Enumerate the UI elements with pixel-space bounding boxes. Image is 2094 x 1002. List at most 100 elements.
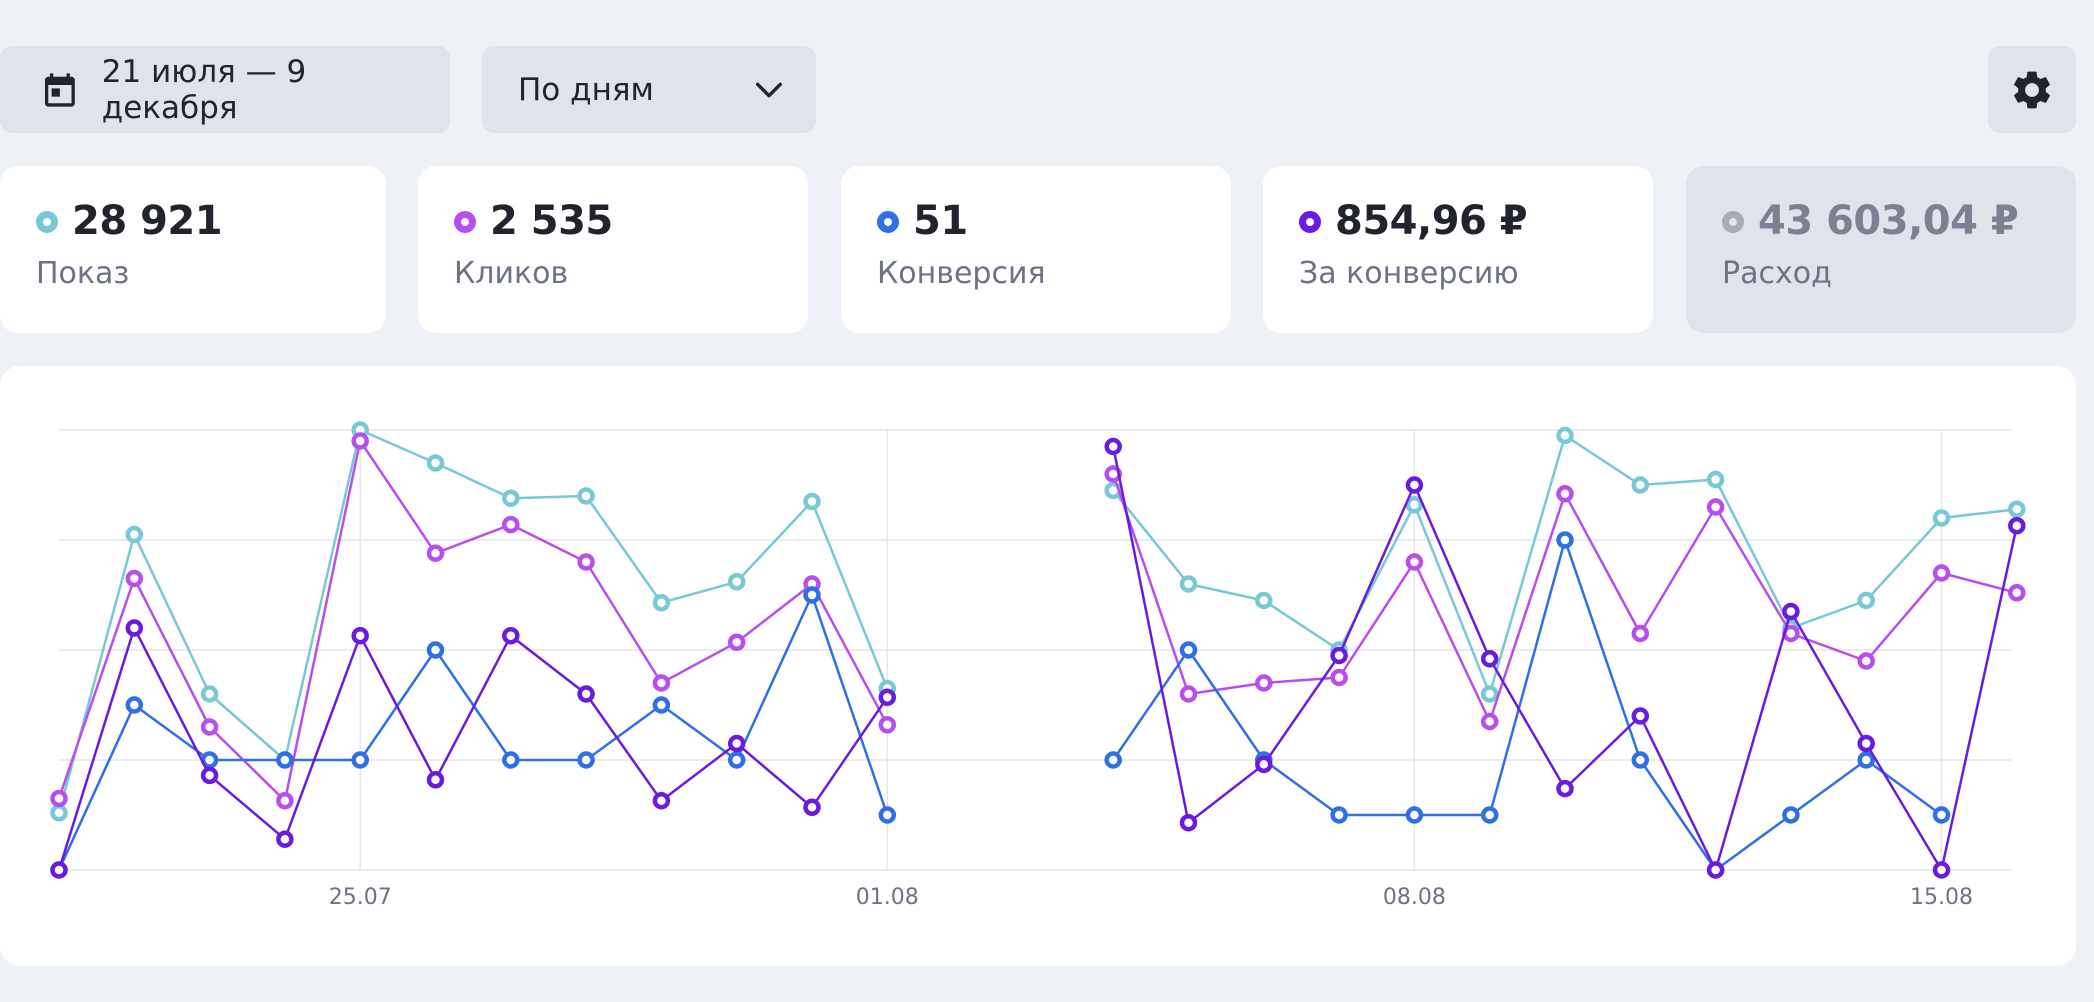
metric-card-1[interactable]: 2 535 Кликов bbox=[418, 166, 808, 333]
data-point bbox=[727, 734, 746, 753]
data-point bbox=[276, 751, 294, 769]
data-point bbox=[125, 619, 144, 637]
data-point bbox=[2008, 584, 2026, 602]
data-point bbox=[727, 573, 746, 591]
data-point bbox=[1706, 498, 1725, 516]
data-point bbox=[1857, 591, 1875, 610]
data-point bbox=[1179, 813, 1198, 832]
metric-card-3[interactable]: 854,96 ₽ За конверсию bbox=[1263, 166, 1653, 333]
series-toggle-icon bbox=[454, 211, 476, 233]
grouping-select[interactable]: По дням bbox=[482, 46, 816, 133]
data-point bbox=[1179, 641, 1198, 659]
data-point bbox=[125, 569, 144, 588]
data-point bbox=[502, 489, 520, 507]
data-point bbox=[1480, 650, 1499, 668]
data-point bbox=[2008, 500, 2026, 518]
data-point bbox=[502, 515, 520, 534]
metric-label: Кликов bbox=[454, 256, 569, 291]
data-point bbox=[351, 432, 369, 450]
data-point bbox=[426, 454, 445, 472]
data-point bbox=[1330, 646, 1348, 665]
gear-icon bbox=[2014, 71, 2050, 108]
x-tick-label: 15.08 bbox=[1910, 885, 1973, 910]
data-point bbox=[652, 674, 671, 692]
data-point bbox=[50, 789, 68, 808]
data-point bbox=[577, 751, 595, 769]
chevron-down-icon bbox=[755, 82, 783, 97]
series-line-3 bbox=[1111, 446, 2019, 872]
data-point bbox=[1631, 624, 1650, 643]
metric-label: Показ bbox=[36, 256, 130, 291]
data-point bbox=[1782, 602, 1800, 621]
data-point bbox=[276, 791, 294, 810]
data-point bbox=[1631, 707, 1650, 725]
data-point bbox=[803, 798, 821, 817]
data-point bbox=[2008, 516, 2026, 535]
data-point bbox=[1179, 685, 1198, 703]
data-point bbox=[502, 626, 520, 645]
metric-label: За конверсию bbox=[1299, 256, 1519, 291]
data-point bbox=[1556, 531, 1574, 549]
data-point bbox=[426, 771, 445, 789]
metric-label: Расход bbox=[1722, 256, 1832, 291]
data-point bbox=[1405, 496, 1424, 514]
data-point bbox=[1405, 806, 1424, 824]
series-toggle-icon bbox=[877, 211, 899, 233]
data-point bbox=[1556, 779, 1574, 798]
series-toggle-icon bbox=[1299, 211, 1321, 233]
data-point bbox=[426, 641, 445, 659]
data-point bbox=[125, 696, 144, 714]
data-point bbox=[1556, 426, 1574, 445]
data-point bbox=[1932, 861, 1951, 879]
data-point bbox=[1405, 476, 1424, 494]
data-point bbox=[1104, 751, 1122, 769]
series-toggle-icon bbox=[36, 211, 58, 233]
data-point bbox=[878, 716, 897, 734]
data-point bbox=[50, 804, 68, 822]
data-point bbox=[577, 685, 595, 703]
date-range-button[interactable]: 21 июля — 9 декабря bbox=[0, 46, 450, 133]
data-point bbox=[652, 791, 671, 810]
x-tick-label: 01.08 bbox=[856, 885, 919, 910]
data-point bbox=[803, 492, 821, 511]
line-chart: 25.07 01.08 08.08 15.08 bbox=[50, 421, 2026, 910]
series-line-2 bbox=[1112, 538, 1943, 872]
data-point bbox=[426, 544, 445, 562]
data-point bbox=[1480, 685, 1499, 703]
data-point bbox=[1480, 712, 1499, 731]
data-point bbox=[1480, 806, 1499, 824]
chart-panel: 25.07 01.08 08.08 15.08 bbox=[0, 366, 2076, 966]
x-tick-label: 08.08 bbox=[1383, 885, 1446, 910]
data-point bbox=[652, 593, 671, 612]
series-line-1 bbox=[57, 439, 889, 802]
data-point bbox=[1857, 751, 1875, 769]
data-point bbox=[200, 766, 219, 785]
series-line-3 bbox=[57, 626, 889, 871]
metric-value: 51 bbox=[913, 198, 968, 244]
data-point bbox=[1932, 564, 1951, 582]
metric-value: 854,96 ₽ bbox=[1335, 198, 1528, 244]
metric-card-2[interactable]: 51 Конверсия bbox=[841, 166, 1231, 333]
data-point bbox=[1857, 734, 1875, 753]
data-point bbox=[1857, 652, 1875, 670]
data-point bbox=[1706, 470, 1725, 489]
data-point bbox=[1932, 806, 1951, 824]
data-point bbox=[878, 688, 897, 707]
data-point bbox=[50, 861, 68, 879]
data-point bbox=[1104, 437, 1122, 456]
data-point bbox=[351, 751, 369, 769]
data-point bbox=[652, 696, 671, 714]
data-point bbox=[577, 487, 595, 505]
metric-card-0[interactable]: 28 921 Показ bbox=[0, 166, 386, 333]
data-point bbox=[1330, 806, 1348, 824]
data-point bbox=[1405, 553, 1424, 571]
data-point bbox=[1706, 861, 1725, 879]
data-point bbox=[1782, 806, 1800, 824]
date-range-label: 21 июля — 9 декабря bbox=[101, 53, 307, 126]
settings-button[interactable] bbox=[1988, 46, 2076, 133]
grouping-label: По дням bbox=[518, 71, 654, 108]
data-point bbox=[1255, 591, 1273, 610]
metric-card-4[interactable]: 43 603,04 ₽ Расход bbox=[1686, 166, 2076, 333]
metric-value: 2 535 bbox=[490, 198, 613, 244]
calendar-icon bbox=[44, 72, 75, 107]
